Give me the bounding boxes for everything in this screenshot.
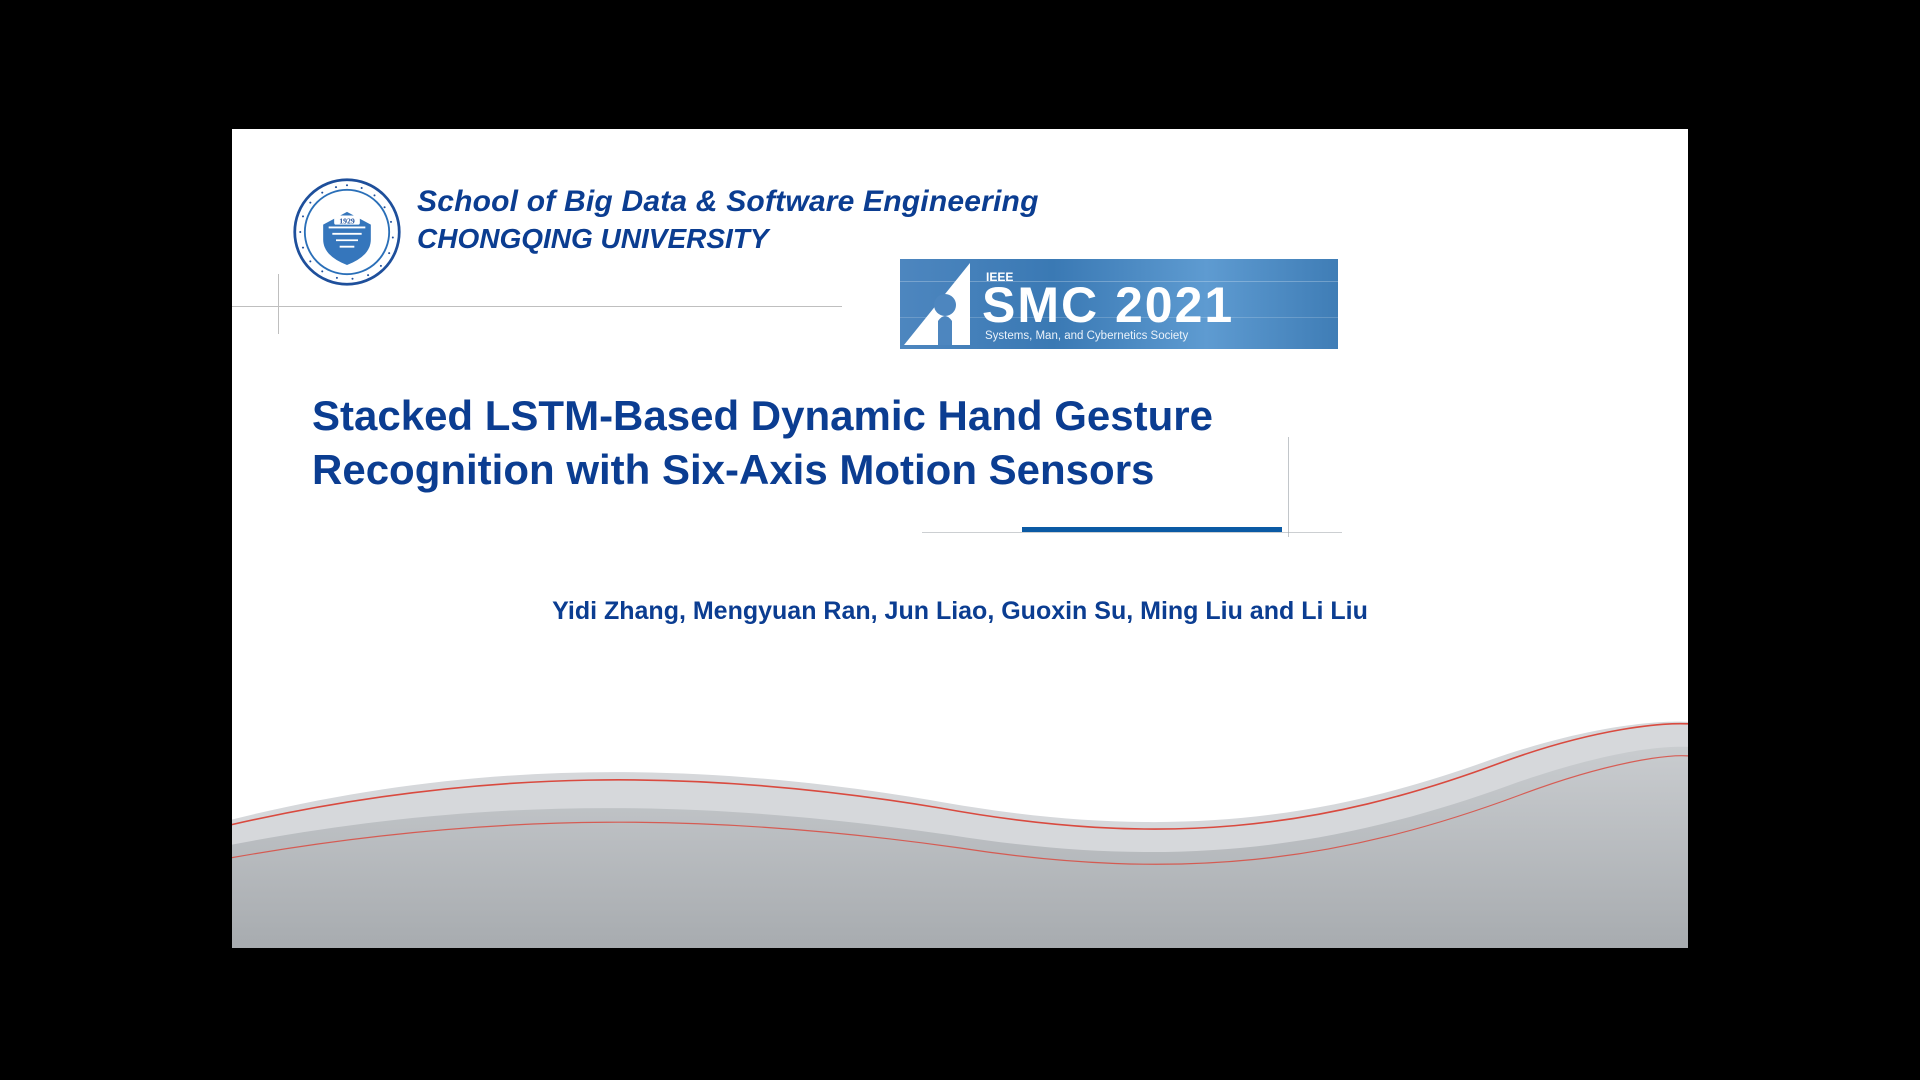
school-line2: CHONGQING UNIVERSITY [417,223,1039,255]
school-name: School of Big Data & Software Engineerin… [417,185,1039,255]
seal-year-text: 1929 [339,216,355,225]
badge-main-text: SMC 2021 [982,277,1234,333]
university-seal-icon: 1929 [292,177,402,287]
stage: 1929 School of Big Data & Software [0,0,1920,1080]
title-line1: Stacked LSTM-Based Dynamic Hand Gesture [312,392,1213,439]
authors-line: Yidi Zhang, Mengyuan Ran, Jun Liao, Guox… [232,597,1688,626]
decorative-line [922,532,1342,533]
badge-subtitle: Systems, Man, and Cybernetics Society [985,330,1188,342]
decorative-line [232,306,842,307]
conference-badge: IEEE SMC 2021 Systems, Man, and Cybernet… [900,259,1338,349]
footer-wave-icon [232,650,1688,948]
decorative-line [278,274,279,334]
school-line1: School of Big Data & Software Engineerin… [417,185,1039,219]
title-line2: Recognition with Six-Axis Motion Sensors [312,446,1154,493]
slide: 1929 School of Big Data & Software [232,129,1688,948]
decorative-line [1288,437,1289,537]
paper-title: Stacked LSTM-Based Dynamic Hand Gesture … [312,389,1312,497]
